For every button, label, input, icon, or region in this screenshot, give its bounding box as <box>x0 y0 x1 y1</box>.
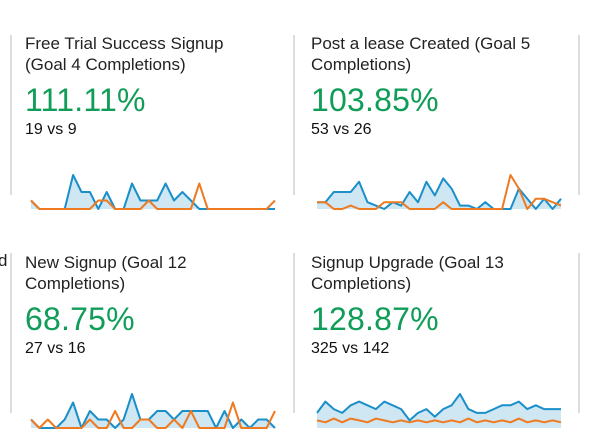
previous-period-line <box>30 182 276 210</box>
card-divider <box>578 253 580 413</box>
card-percent-change: 128.87% <box>311 301 439 337</box>
card-title-line: Signup Upgrade (Goal 13 <box>311 253 504 272</box>
card-title: Free Trial Success Signup (Goal 4 Comple… <box>25 33 295 75</box>
goal-card-signup-upgrade[interactable]: Signup Upgrade (Goal 13 Completions) 128… <box>311 252 581 428</box>
sparkline-chart <box>317 174 562 210</box>
card-title-line: Free Trial Success Signup <box>25 34 224 53</box>
card-divider <box>293 35 295 195</box>
card-title-line: Completions) <box>311 274 412 293</box>
sparkline-chart <box>30 393 276 429</box>
card-title-line: Completions) <box>25 274 126 293</box>
current-period-line <box>316 393 561 422</box>
current-period-area <box>317 394 561 428</box>
card-percent-change: 68.75% <box>25 301 135 337</box>
sparkline-chart <box>316 393 562 428</box>
card-title-line: (Goal 4 Completions) <box>25 55 186 74</box>
card-comparison: 325 vs 142 <box>311 340 390 357</box>
goal-card-post-a-lease-created[interactable]: Post a lease Created (Goal 5 Completions… <box>311 33 581 210</box>
goal-card-free-trial-success[interactable]: Free Trial Success Signup (Goal 4 Comple… <box>25 33 295 210</box>
card-title-line: Post a lease Created (Goal 5 <box>311 34 531 53</box>
card-title-line: Completions) <box>311 55 412 74</box>
card-comparison: 53 vs 26 <box>311 121 372 138</box>
current-period-area <box>317 178 561 209</box>
cut-off-text-fragment: d <box>0 251 8 270</box>
card-divider <box>293 253 295 413</box>
goal-card-new-signup[interactable]: New Signup (Goal 12 Completions) 68.75% … <box>25 252 295 429</box>
current-period-area <box>31 175 275 209</box>
card-comparison: 27 vs 16 <box>25 340 86 357</box>
card-title: Signup Upgrade (Goal 13 Completions) <box>311 252 581 294</box>
card-divider <box>10 35 12 195</box>
card-divider <box>10 253 12 413</box>
previous-period-line <box>317 174 562 210</box>
card-percent-change: 111.11% <box>25 82 146 118</box>
sparkline-chart <box>30 174 276 210</box>
card-percent-change: 103.85% <box>311 82 439 118</box>
card-title: Post a lease Created (Goal 5 Completions… <box>311 33 581 75</box>
card-title: New Signup (Goal 12 Completions) <box>25 252 295 294</box>
card-divider <box>578 35 580 195</box>
card-title-line: New Signup (Goal 12 <box>25 253 187 272</box>
card-comparison: 19 vs 9 <box>25 121 77 138</box>
